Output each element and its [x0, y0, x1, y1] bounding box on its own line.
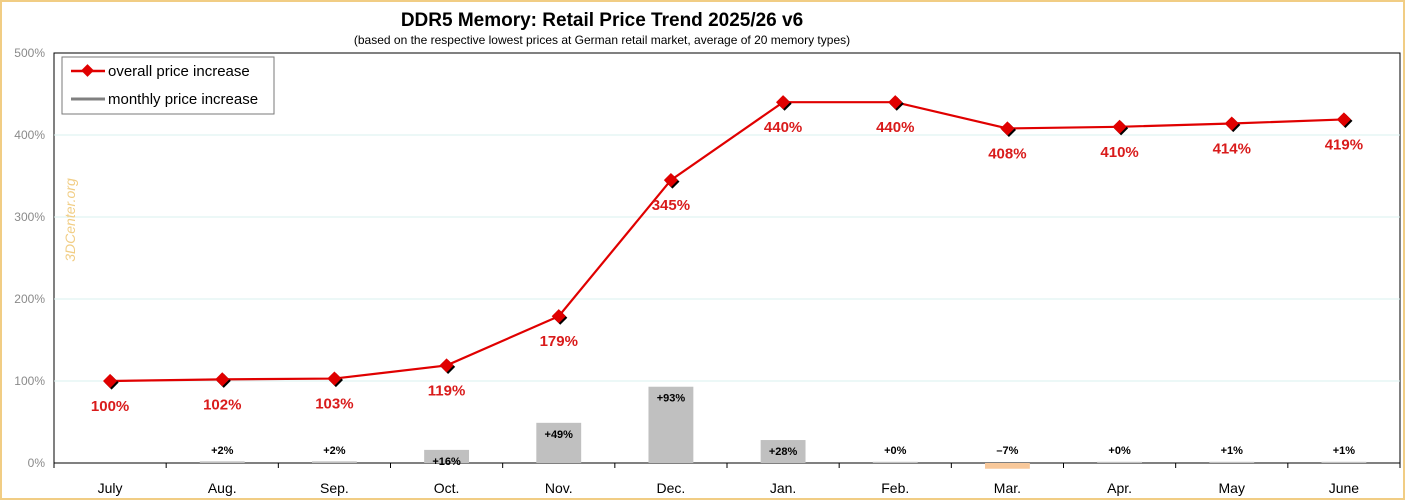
watermark-text: 3DCenter.org — [62, 178, 78, 262]
x-tick-label: Sep. — [320, 480, 349, 496]
legend-box — [61, 56, 275, 115]
monthly-bar — [199, 461, 245, 463]
x-tick-label: July — [98, 480, 123, 496]
overall-value-label: 419% — [1325, 136, 1363, 153]
bar-value-label: +16% — [432, 456, 461, 468]
x-tick-label: Apr. — [1107, 480, 1132, 496]
monthly-bar — [1321, 461, 1367, 463]
x-tick-label: Aug. — [208, 480, 237, 496]
overall-marker — [1336, 112, 1351, 127]
overall-value-label: 100% — [91, 398, 129, 415]
monthly-bar — [536, 422, 582, 463]
bar-value-label: +2% — [211, 445, 234, 457]
overall-markers — [103, 95, 1353, 390]
monthly-bars: +2% +2% +16% +49% +93% +28% +0% –7% +0% +1% +1% — [199, 386, 1367, 469]
monthly-bar — [984, 463, 1030, 469]
overall-value-label: 408% — [988, 145, 1026, 162]
overall-price-line — [110, 101, 1344, 383]
overall-value-label: 102% — [203, 396, 241, 413]
x-tick-label: Feb. — [881, 480, 909, 496]
plot-area — [53, 52, 1401, 464]
overall-value-label: 103% — [315, 396, 353, 413]
overall-value-label: 440% — [764, 119, 802, 136]
overall-value-label: 414% — [1213, 141, 1251, 158]
chart-subtitle: (based on the respective lowest prices a… — [354, 33, 850, 47]
bar-value-label: +1% — [1221, 445, 1244, 457]
overall-value-label: 410% — [1100, 144, 1138, 161]
x-tick-label: June — [1329, 480, 1360, 496]
legend-entry-monthly: monthly price increase — [71, 91, 258, 108]
bar-value-label: +0% — [884, 445, 907, 457]
y-tick-label: 300% — [14, 210, 45, 224]
overall-marker — [663, 173, 678, 188]
legend: overall price increase monthly price inc… — [61, 56, 275, 115]
grid-lines — [54, 134, 1400, 382]
overall-value-label: 440% — [876, 119, 914, 136]
bar-value-label: –7% — [996, 445, 1018, 457]
bar-value-label: +1% — [1333, 445, 1356, 457]
x-tick-label: Jan. — [770, 480, 796, 496]
bar-value-label: +28% — [769, 446, 798, 458]
overall-line — [110, 101, 1344, 383]
x-tick-label: Nov. — [545, 480, 573, 496]
y-tick-label: 100% — [14, 374, 45, 388]
x-tick-label: Mar. — [994, 480, 1021, 496]
point-labels: 100% 102% 103% 119% 179% 345% 440% 440% 408% 410%… — [91, 119, 1363, 415]
monthly-bar — [424, 449, 470, 463]
overall-marker — [215, 372, 230, 387]
bar-value-label: +49% — [545, 429, 574, 441]
x-axis-ticks: July Aug. Sep. Oct. Nov. Dec. Jan. Feb. Mar. Apr.… — [53, 463, 1401, 496]
overall-marker — [551, 309, 566, 324]
y-tick-label: 200% — [14, 292, 45, 306]
y-axis-ticks: 0% 100% 200% 300% 400% 500% — [14, 46, 45, 470]
overall-marker — [1000, 121, 1015, 136]
monthly-bar — [872, 461, 918, 463]
overall-marker — [1112, 119, 1127, 134]
y-tick-label: 0% — [28, 456, 46, 470]
y-tick-label: 400% — [14, 128, 45, 142]
monthly-bar — [1097, 461, 1143, 463]
overall-value-label: 119% — [428, 382, 466, 399]
monthly-bar — [311, 461, 357, 463]
x-tick-label: Oct. — [434, 480, 460, 496]
overall-marker — [439, 358, 454, 373]
overall-marker — [776, 95, 791, 110]
chart-title: DDR5 Memory: Retail Price Trend 2025/26 … — [401, 10, 803, 31]
overall-marker — [103, 373, 118, 389]
overall-value-label: 345% — [652, 197, 690, 214]
legend-label-overall: overall price increase — [108, 63, 250, 80]
overall-marker — [1224, 116, 1239, 131]
monthly-bar — [1209, 461, 1255, 463]
monthly-bar — [760, 440, 806, 463]
overall-marker — [888, 95, 903, 110]
legend-label-monthly: monthly price increase — [108, 91, 258, 108]
bar-value-label: +2% — [323, 445, 346, 457]
y-tick-label: 500% — [14, 46, 45, 60]
x-tick-label: May — [1219, 480, 1245, 496]
bar-value-label: +93% — [657, 393, 686, 405]
monthly-bar — [648, 386, 694, 463]
overall-value-label: 179% — [540, 333, 578, 350]
bar-value-label: +0% — [1108, 445, 1131, 457]
x-tick-label: Dec. — [657, 480, 686, 496]
overall-marker — [327, 371, 342, 386]
